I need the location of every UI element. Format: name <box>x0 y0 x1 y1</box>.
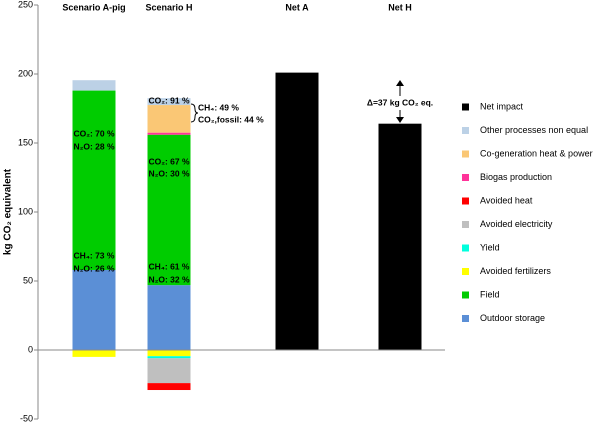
category-label: Scenario A-pig <box>62 2 125 12</box>
annotation: N₂O: 26 % <box>73 263 115 273</box>
legend-label: Net impact <box>480 101 524 111</box>
legend-swatch <box>462 268 469 275</box>
bar-segment <box>147 350 191 357</box>
legend-swatch <box>462 221 469 228</box>
bar-segment <box>72 350 116 357</box>
legend-label: Avoided fertilizers <box>480 266 551 276</box>
y-tick-label: 250 <box>18 0 33 9</box>
legend-label: Field <box>480 289 500 299</box>
legend-swatch <box>462 103 469 111</box>
annotation: Δ=37 kg CO₂ eq. <box>367 97 433 107</box>
bar-segment <box>147 356 191 359</box>
category-label: Scenario H <box>145 2 192 12</box>
y-tick-label: 100 <box>18 206 33 216</box>
annotation: CH₄: 73 % <box>74 250 115 260</box>
legend-swatch <box>462 197 469 205</box>
legend-label: Avoided heat <box>480 195 533 205</box>
brace <box>190 103 199 123</box>
category-label: Net A <box>285 2 309 12</box>
legend-swatch <box>462 150 469 158</box>
bar-segment <box>275 72 319 351</box>
bar-segment <box>147 285 191 350</box>
y-tick-label: -50 <box>20 413 33 423</box>
annotation: CO₂: 91 % <box>148 95 190 105</box>
bar-segment <box>147 383 191 391</box>
legend-label: Biogas production <box>480 172 552 182</box>
legend-label: Other processes non equal <box>480 125 588 135</box>
y-tick-label: 50 <box>23 275 33 285</box>
annotation: N₂O: 28 % <box>73 141 115 151</box>
annotation: N₂O: 32 % <box>148 274 190 284</box>
legend-swatch <box>462 127 469 134</box>
legend-swatch <box>462 315 469 322</box>
legend-swatch <box>462 291 469 299</box>
arrow-head <box>396 117 404 123</box>
y-tick-label: 150 <box>18 137 33 147</box>
legend-label: Co-generation heat & power <box>480 148 593 158</box>
bar-segment <box>72 269 116 350</box>
category-label: Net H <box>388 2 412 12</box>
bar-segment <box>147 358 191 384</box>
bar-segment <box>147 105 191 133</box>
annotation: CO₂: 70 % <box>73 128 115 138</box>
legend-label: Avoided electricity <box>480 219 553 229</box>
annotation: CH₄: 49 % <box>198 102 239 112</box>
annotation: N₂O: 30 % <box>148 168 190 178</box>
bar-segment <box>378 123 422 351</box>
bar-segment <box>147 134 191 286</box>
y-axis-label: kg CO₂ equivalent <box>3 168 14 255</box>
legend-swatch <box>462 174 469 181</box>
legend-swatch <box>462 244 469 252</box>
bar-segment <box>72 90 116 270</box>
arrow-head <box>396 80 404 86</box>
bar-segment <box>72 80 116 91</box>
annotation: CO₂,fossil: 44 % <box>198 114 264 124</box>
legend-label: Yield <box>480 242 500 252</box>
annotation: CO₂: 67 % <box>148 156 190 166</box>
bar-segment <box>147 98 191 106</box>
y-tick-label: 0 <box>28 344 33 354</box>
y-tick-label: 200 <box>18 68 33 78</box>
legend-label: Outdoor storage <box>480 313 545 323</box>
annotation: CH₄: 61 % <box>149 261 190 271</box>
bar-segment <box>147 132 191 135</box>
